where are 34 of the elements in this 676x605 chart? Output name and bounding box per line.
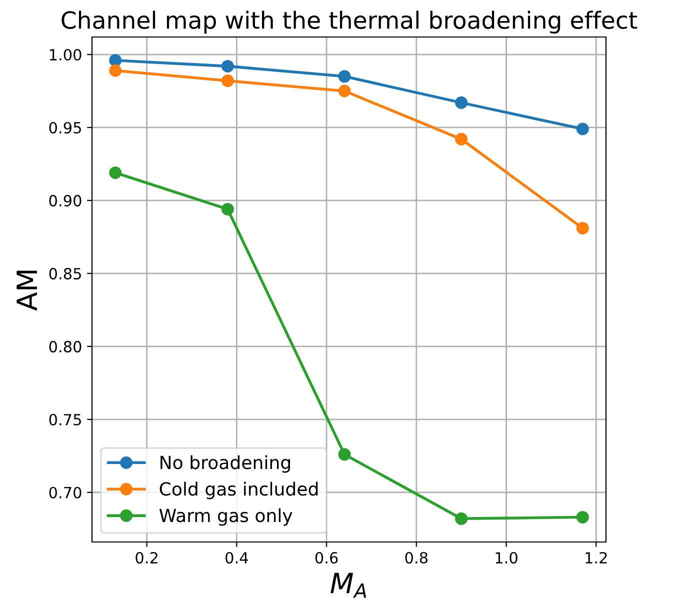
x-tick-label: 0.8 [405, 552, 428, 564]
x-tick-label: 0.2 [136, 552, 158, 564]
x-tick-label: 1.0 [496, 552, 518, 564]
x-axis-title: M$_{A}$ [330, 572, 366, 598]
point [109, 166, 122, 179]
point [338, 70, 351, 83]
y-tick-label: 1.00 [50, 48, 82, 61]
y-axis-title: AM [16, 270, 37, 311]
chart-title: Channel map with the thermal broadening effect [62, 10, 638, 34]
point [455, 96, 468, 109]
x-tick-label: 0.6 [315, 552, 338, 564]
point [221, 74, 234, 88]
x-tick-label: 0.4 [226, 552, 248, 564]
point [576, 122, 589, 136]
point [455, 512, 468, 525]
point [338, 84, 351, 98]
y-tick-label: 0.90 [49, 194, 82, 206]
y-tick-label: 0.70 [49, 486, 82, 498]
point [221, 202, 234, 216]
legend-label: No broadening [160, 455, 290, 473]
y-tick-label: 0.75 [49, 414, 81, 426]
legend-label: Cold gas included [160, 482, 318, 500]
point [338, 448, 351, 461]
point [576, 510, 589, 524]
y-tick-label: 0.80 [49, 340, 82, 352]
legend-label: Warm gas only [159, 508, 292, 526]
x-tick-label: 1.2 [586, 552, 607, 564]
point [576, 222, 589, 234]
y-tick-label: 0.85 [49, 268, 81, 280]
point [455, 132, 468, 146]
point [221, 60, 234, 72]
point [109, 54, 122, 67]
y-tick-label: 0.95 [49, 122, 81, 134]
point [109, 64, 122, 77]
